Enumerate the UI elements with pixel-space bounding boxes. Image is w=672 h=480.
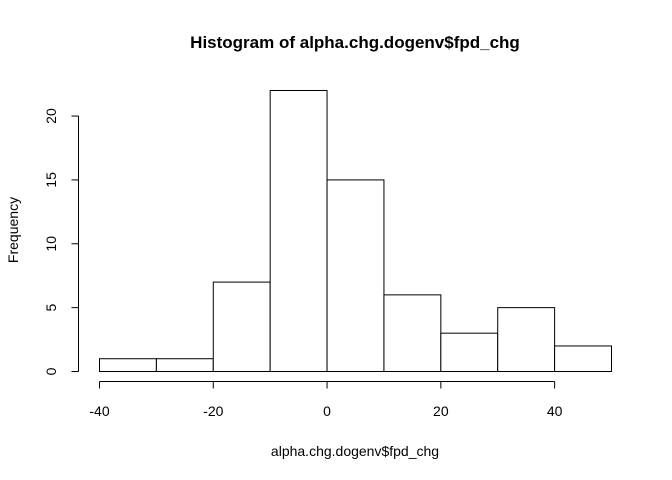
bars-group [99,90,612,373]
y-axis-label: Frequency [5,197,21,263]
histogram-bar [269,90,328,372]
y-axis: 0 5 10 15 20 [43,108,79,375]
histogram-bar [99,358,157,372]
y-tick-label: 5 [43,304,59,312]
histogram-bar [212,281,271,372]
x-tick-label: 40 [547,403,563,419]
x-tick-label: 20 [433,403,449,419]
y-tick-label: 0 [43,367,59,375]
y-tick-label: 20 [43,108,59,124]
histogram-bar [440,332,499,373]
y-tick-label: 15 [43,172,59,188]
histogram-bar [326,179,385,372]
histogram-bar [497,307,556,372]
x-axis: -40 -20 0 20 40 [89,381,563,419]
histogram-bar [554,345,612,373]
histogram-bar [383,294,442,373]
x-tick-label: -40 [89,403,109,419]
x-tick-label: -20 [203,403,223,419]
histogram-bar [155,358,214,372]
y-tick-label: 10 [43,236,59,252]
x-tick-label: 0 [323,403,331,419]
chart-title: Histogram of alpha.chg.dogenv$fpd_chg [190,33,520,52]
x-axis-label: alpha.chg.dogenv$fpd_chg [271,443,439,459]
